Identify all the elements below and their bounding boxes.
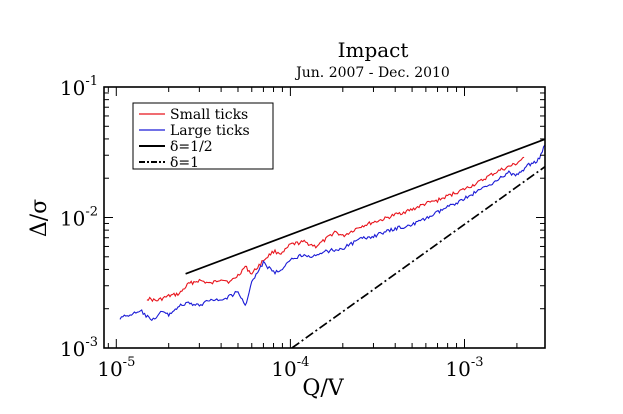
y-axis-label: Δ/σ <box>27 199 52 237</box>
legend-label-1: Small ticks <box>170 107 248 123</box>
y-tick-label-2: 10-2 <box>60 205 98 231</box>
chart-subtitle: Jun. 2007 - Dec. 2010 <box>294 65 450 81</box>
y-tick-label-1: 10-3 <box>60 335 98 361</box>
x-tick-label-1: 10-5 <box>97 355 135 381</box>
legend-label-2: Large ticks <box>170 123 250 139</box>
series-line-4 <box>291 166 545 348</box>
legend-label-3: δ=1/2 <box>170 139 213 155</box>
x-tick-label-2: 10-4 <box>271 355 309 381</box>
series-line-2 <box>119 144 545 322</box>
series-line-3 <box>185 138 545 275</box>
x-axis-label: Q/V <box>302 376 344 401</box>
chart-title: Impact <box>338 38 409 62</box>
series-line-1 <box>146 156 525 303</box>
legend-label-4: δ=1 <box>170 155 199 171</box>
y-tick-label-3: 10-1 <box>60 74 98 100</box>
x-tick-label-3: 10-3 <box>445 355 483 381</box>
